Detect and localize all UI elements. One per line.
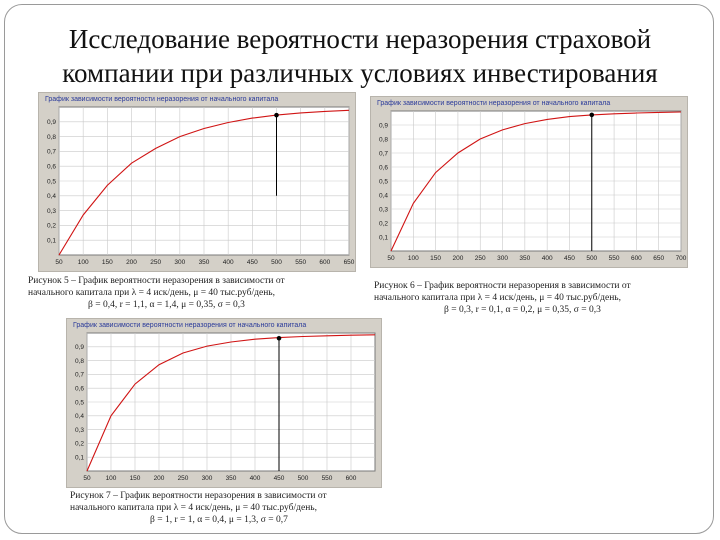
x-tick-label: 300 <box>497 255 508 262</box>
y-tick-label: 0,4 <box>75 413 84 420</box>
probability-curve <box>58 109 350 256</box>
y-tick-label: 0,8 <box>75 358 84 365</box>
x-tick-label: 250 <box>178 475 189 482</box>
y-tick-label: 0,5 <box>379 178 388 185</box>
y-tick-label: 0,2 <box>379 220 388 227</box>
title-line-1: Исследование вероятности неразорения стр… <box>68 24 652 54</box>
x-tick-label: 200 <box>126 259 137 266</box>
y-tick-label: 0,5 <box>47 178 56 185</box>
x-tick-label: 300 <box>174 259 185 266</box>
y-tick-label: 0,5 <box>75 399 84 406</box>
x-tick-label: 100 <box>78 259 89 266</box>
marker-point <box>276 335 282 341</box>
y-tick-label: 0,8 <box>379 136 388 143</box>
chart-1-svg: 50 100 150 200 250 300 350 400 450 500 550 600 650 0,… <box>47 106 355 266</box>
chart-3-svg: 50 100 150 200 250 300 350 400 450 500 550 600 0,1 0,… <box>75 332 376 482</box>
chart-3-caption-line-1: Рисунок 7 – График вероятности неразорен… <box>70 491 327 501</box>
chart-3-title: График зависимости вероятности неразорен… <box>73 322 307 329</box>
slide-frame <box>4 4 714 534</box>
x-tick-label: 100 <box>408 255 419 262</box>
chart-2-svg: 50 100 150 200 250 300 350 400 450 500 550 600 650 70… <box>379 110 687 262</box>
x-tick-label: 300 <box>202 475 213 482</box>
x-tick-label: 100 <box>106 475 117 482</box>
x-tick-label: 150 <box>102 259 113 266</box>
chart-2-title: График зависимости вероятности неразорен… <box>377 100 611 107</box>
y-tick-label: 0,2 <box>47 223 56 230</box>
x-tick-label: 350 <box>226 475 237 482</box>
title-line-2: компании при различных условиях инвестир… <box>62 58 658 88</box>
chart-1-caption-line-3: β = 0,4, r = 1,1, α = 1,4, μ = 0,35, σ =… <box>88 300 245 310</box>
x-tick-label: 400 <box>542 255 553 262</box>
chart-2-caption-line-2: начального капитала при λ = 4 иск/день, … <box>374 293 621 303</box>
y-tick-label: 0,1 <box>47 238 56 245</box>
x-tick-label: 650 <box>344 259 355 266</box>
x-tick-label: 400 <box>223 259 234 266</box>
y-tick-label: 0,9 <box>75 344 84 351</box>
x-tick-label: 600 <box>631 255 642 262</box>
chart-2-caption-line-1: Рисунок 6 – График вероятности неразорен… <box>374 281 631 291</box>
y-tick-label: 0,3 <box>379 206 388 213</box>
x-tick-label: 500 <box>271 259 282 266</box>
y-tick-label: 0,2 <box>75 441 84 448</box>
chart-panel-2: График зависимости вероятности неразорен… <box>370 96 688 268</box>
x-tick-label: 600 <box>319 259 330 266</box>
x-tick-label: 450 <box>247 259 258 266</box>
x-tick-label: 650 <box>653 255 664 262</box>
chart-2-caption: Рисунок 6 – График вероятности неразорен… <box>374 280 631 316</box>
chart-2-caption-line-3: β = 0,3, r = 0,1, α = 0,2, μ = 0,35, σ =… <box>444 305 601 315</box>
y-tick-label: 0,3 <box>47 208 56 215</box>
chart-3-caption: Рисунок 7 – График вероятности неразорен… <box>70 490 327 526</box>
x-tick-label: 350 <box>199 259 210 266</box>
chart-1-caption: Рисунок 5 – График вероятности неразорен… <box>28 275 285 311</box>
x-tick-label: 50 <box>55 259 63 266</box>
x-tick-label: 250 <box>475 255 486 262</box>
x-tick-label: 450 <box>564 255 575 262</box>
x-tick-label: 700 <box>676 255 687 262</box>
y-tick-label: 0,6 <box>75 386 84 393</box>
y-tick-label: 0,7 <box>75 372 84 379</box>
x-tick-label: 400 <box>250 475 261 482</box>
y-tick-label: 0,7 <box>379 150 388 157</box>
chart-1-title: График зависимости вероятности неразорен… <box>45 96 279 103</box>
y-tick-label: 0,9 <box>379 122 388 129</box>
marker-point <box>589 112 595 118</box>
x-tick-label: 200 <box>154 475 165 482</box>
y-tick-label: 0,8 <box>47 134 56 141</box>
x-tick-label: 550 <box>609 255 620 262</box>
chart-1-caption-line-1: Рисунок 5 – График вероятности неразорен… <box>28 276 285 286</box>
chart-panel-1: График зависимости вероятности неразорен… <box>38 92 356 272</box>
x-tick-label: 350 <box>519 255 530 262</box>
chart-1-caption-line-2: начального капитала при λ = 4 иск/день, … <box>28 288 275 298</box>
x-tick-label: 50 <box>387 255 395 262</box>
slide-title: Исследование вероятности неразорения стр… <box>20 22 700 90</box>
x-tick-label: 600 <box>346 475 357 482</box>
x-tick-label: 250 <box>150 259 161 266</box>
x-tick-label: 200 <box>452 255 463 262</box>
chart-3-caption-line-2: начального капитала при λ = 4 иск/день, … <box>70 503 317 513</box>
chart-panel-3: График зависимости вероятности неразорен… <box>66 318 382 488</box>
x-tick-label: 150 <box>430 255 441 262</box>
x-tick-label: 500 <box>298 475 309 482</box>
y-tick-label: 0,1 <box>379 234 388 241</box>
y-tick-label: 0,6 <box>379 164 388 171</box>
y-tick-label: 0,4 <box>47 193 56 200</box>
x-tick-label: 150 <box>130 475 141 482</box>
chart-3-caption-line-3: β = 1, r = 1, α = 0,4, μ = 1,3, σ = 0,7 <box>150 515 288 525</box>
x-tick-label: 500 <box>586 255 597 262</box>
probability-curve <box>390 111 682 252</box>
y-tick-label: 0,4 <box>379 192 388 199</box>
marker-point <box>274 112 279 118</box>
y-tick-label: 0,6 <box>47 164 56 171</box>
probability-curve <box>86 334 376 472</box>
x-tick-label: 450 <box>274 475 285 482</box>
y-tick-label: 0,1 <box>75 455 84 462</box>
y-tick-label: 0,7 <box>47 149 56 156</box>
x-tick-label: 50 <box>83 475 91 482</box>
x-tick-label: 550 <box>295 259 306 266</box>
x-tick-label: 550 <box>322 475 333 482</box>
y-tick-label: 0,3 <box>75 427 84 434</box>
y-tick-label: 0,9 <box>47 119 56 126</box>
